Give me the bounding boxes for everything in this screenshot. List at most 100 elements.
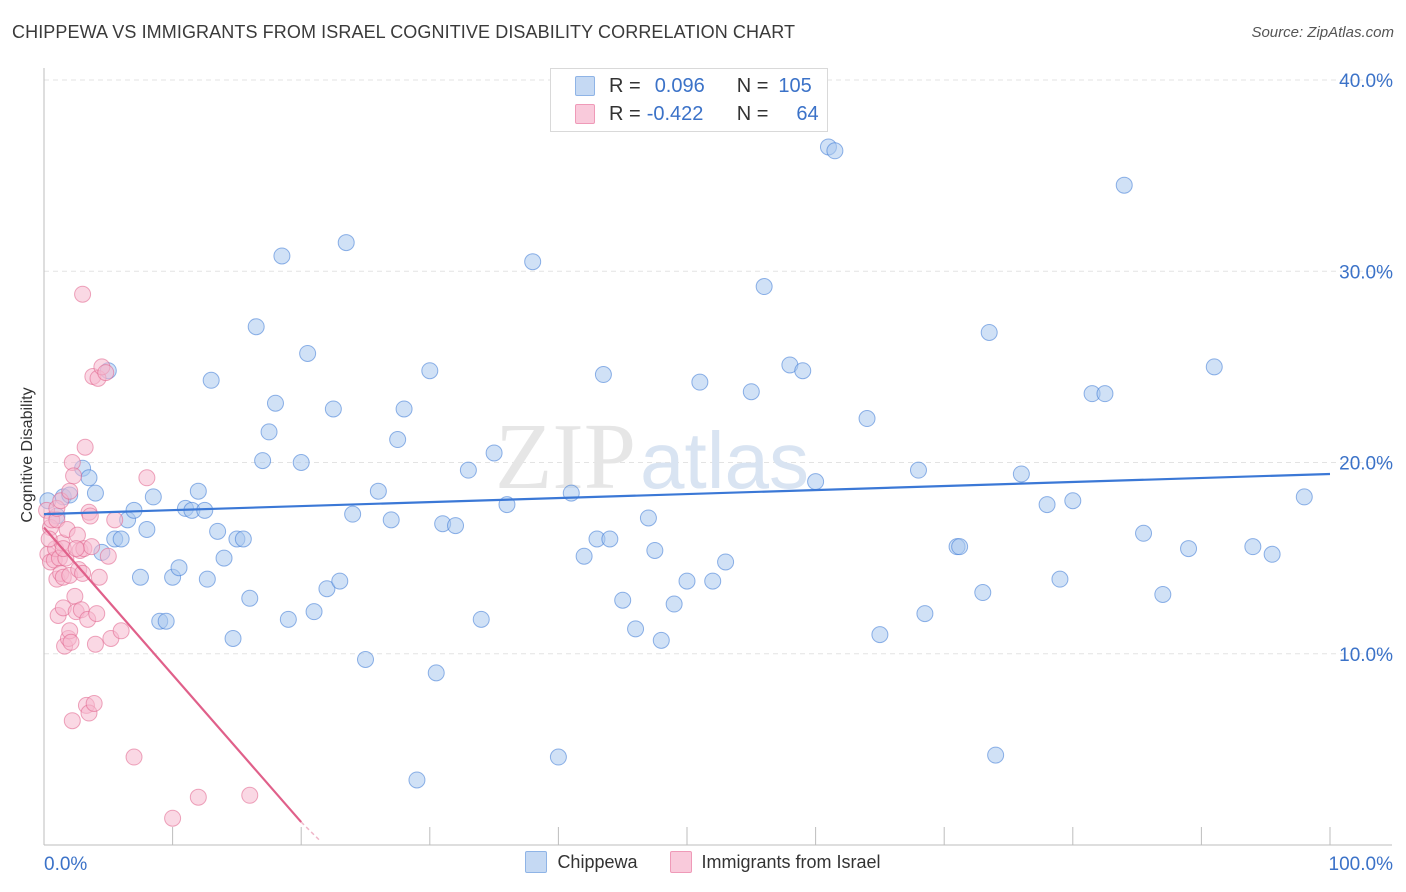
israel-point — [81, 507, 99, 525]
legend-r-value: 0.096 — [654, 74, 705, 97]
chippewa-point — [807, 473, 825, 491]
chippewa-point — [427, 664, 445, 682]
israel-trend-line — [43, 526, 303, 823]
legend-swatch-chippewa — [575, 76, 595, 96]
chippewa-point — [260, 423, 278, 441]
israel-point — [97, 364, 115, 382]
chippewa-point — [1012, 465, 1030, 483]
chippewa-point — [1051, 570, 1069, 588]
chippewa-point — [717, 553, 735, 571]
chippewa-point — [189, 482, 207, 500]
chippewa-point — [80, 469, 98, 487]
chippewa-point — [138, 520, 156, 538]
israel-point — [74, 285, 92, 303]
chippewa-point — [299, 344, 317, 362]
chippewa-point — [704, 572, 722, 590]
bottom-legend-item-chippewa: Chippewa — [525, 851, 638, 873]
chippewa-point — [646, 541, 664, 559]
y-axis-label: Cognitive Disability — [19, 387, 36, 523]
chippewa-point — [1244, 538, 1262, 556]
chippewa-point — [549, 748, 567, 766]
israel-point — [40, 530, 58, 548]
israel-point — [164, 809, 182, 827]
chippewa-point — [112, 530, 130, 548]
chippewa-point — [215, 549, 233, 567]
watermark: ZIP atlas — [495, 405, 809, 509]
chippewa-trend-line — [43, 472, 1331, 516]
chippewa-point — [292, 454, 310, 471]
chippewa-point — [344, 505, 362, 523]
legend-r-label: R = — [609, 102, 641, 125]
israel-point — [125, 748, 143, 766]
chippewa-point — [1135, 524, 1153, 542]
chippewa-point — [1154, 585, 1172, 603]
y-tick-label: 40.0% — [1339, 71, 1393, 92]
bottom-legend: Chippewa Immigrants from Israel — [0, 851, 1406, 873]
chippewa-point — [974, 584, 992, 602]
chippewa-point — [357, 650, 374, 668]
chippewa-point — [858, 410, 876, 428]
chippewa-point — [234, 530, 252, 548]
chippewa-point — [273, 247, 291, 265]
israel-point — [99, 547, 117, 565]
chart-title: CHIPPEWA VS IMMIGRANTS FROM ISRAEL COGNI… — [12, 22, 796, 42]
legend-swatch-israel — [575, 104, 595, 124]
chippewa-point — [279, 610, 297, 628]
chippewa-point — [909, 461, 927, 479]
chippewa-point — [826, 142, 844, 160]
chippewa-point — [594, 366, 612, 384]
chippewa-point — [224, 629, 242, 647]
chippewa-point — [794, 362, 812, 380]
chippewa-point — [1205, 358, 1223, 376]
chippewa-point — [742, 383, 760, 401]
chippewa-point — [987, 746, 1005, 764]
chippewa-point — [524, 253, 542, 271]
israel-point — [85, 694, 103, 712]
chippewa-point — [652, 631, 670, 649]
chippewa-point — [408, 771, 426, 789]
y-tick-label: 10.0% — [1339, 645, 1393, 666]
chippewa-point — [318, 580, 336, 598]
israel-point — [67, 540, 85, 558]
chippewa-point — [86, 484, 104, 502]
legend: R = 0.096 N = 105 R = -0.422 N = 64 — [550, 68, 828, 132]
chippewa-point — [254, 452, 272, 470]
israel-point — [76, 438, 94, 456]
x-tick-label: 100.0% — [1329, 854, 1394, 875]
chippewa-point — [665, 595, 683, 613]
israel-point — [112, 622, 130, 640]
chippewa-point — [382, 511, 400, 529]
tick-labels: 10.0% 20.0% 30.0% 40.0% 0.0% 100.0% — [44, 71, 1393, 875]
israel-point — [88, 605, 106, 623]
israel-point — [61, 482, 79, 500]
legend-n-value: 64 — [796, 102, 819, 125]
chippewa-point — [614, 591, 632, 609]
israel-point — [241, 786, 259, 804]
chippewa-point — [871, 626, 889, 644]
y-tick-label: 30.0% — [1339, 262, 1393, 283]
bottom-legend-swatch-israel — [669, 851, 692, 873]
chippewa-point — [157, 612, 175, 630]
legend-n-label: N = — [736, 102, 769, 125]
chippewa-point — [601, 530, 619, 548]
chippewa-point — [691, 373, 709, 391]
legend-r-value: -0.422 — [646, 102, 704, 125]
chippewa-point — [131, 568, 149, 586]
legend-n-label: N = — [736, 74, 769, 97]
chippewa-point — [209, 522, 227, 540]
chippewa-point — [485, 444, 503, 462]
chippewa-point — [170, 559, 188, 577]
gridlines — [44, 79, 1390, 655]
chippewa-point — [266, 394, 284, 412]
axes — [43, 68, 1392, 846]
x-tick-label: 0.0% — [44, 854, 87, 875]
chippewa-point — [1115, 176, 1133, 194]
legend-r-label: R = — [609, 74, 641, 97]
chippewa-point — [369, 482, 387, 500]
chippewa-point — [241, 589, 259, 607]
chippewa-point — [1038, 496, 1056, 514]
chippewa-point — [678, 572, 696, 590]
israel-point — [138, 469, 156, 487]
chippewa-point — [755, 278, 773, 296]
